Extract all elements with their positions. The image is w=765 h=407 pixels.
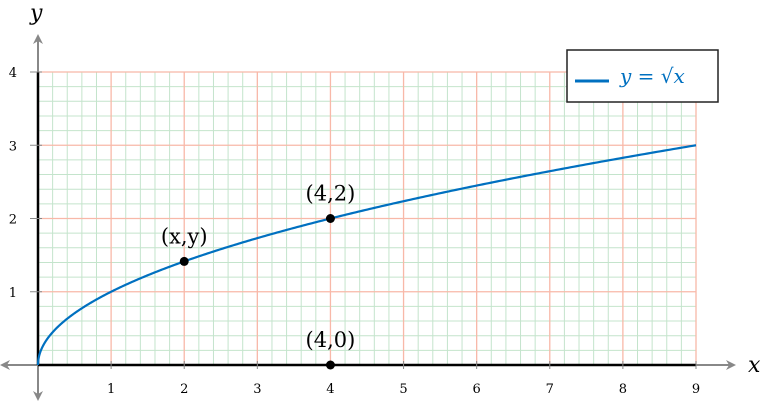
x-tick-label: 2 xyxy=(180,382,188,397)
y-axis-arrowhead xyxy=(33,391,43,401)
legend-entry: y = √x xyxy=(619,64,685,88)
x-tick-label: 4 xyxy=(326,382,334,397)
x-axis-arrowhead xyxy=(0,360,10,370)
x-tick-label: 1 xyxy=(107,382,115,397)
x-tick-label: 7 xyxy=(546,382,554,397)
x-tick-label: 9 xyxy=(692,382,700,397)
data-point xyxy=(325,360,335,370)
y-axis-label: y xyxy=(29,1,43,26)
ticks: 1 2 3 4 5 6 7 8 9 1 2 3 4 xyxy=(9,66,700,397)
data-point-label: (4,2) xyxy=(306,182,356,206)
series xyxy=(36,144,697,365)
y-tick-label: 4 xyxy=(9,66,17,81)
data-point xyxy=(179,256,189,266)
y-axis-arrowhead xyxy=(33,34,43,44)
points: (x,y) (4,2) (4,0) xyxy=(161,182,356,370)
x-tick-label: 6 xyxy=(473,382,481,397)
x-axis-label: x xyxy=(748,353,761,378)
y-tick-label: 3 xyxy=(9,139,17,154)
x-tick-label: 5 xyxy=(399,382,407,397)
series-line-sqrt xyxy=(36,144,697,365)
data-point-label: (4,0) xyxy=(306,328,356,352)
grid xyxy=(37,71,697,366)
legend-box xyxy=(566,49,719,103)
legend: y = √x xyxy=(566,49,719,103)
x-tick-label: 8 xyxy=(619,382,627,397)
y-tick-label: 2 xyxy=(9,213,17,228)
x-tick-label: 3 xyxy=(253,382,261,397)
y-tick-label: 1 xyxy=(9,286,17,301)
data-point-label: (x,y) xyxy=(161,224,208,248)
data-point xyxy=(325,214,335,223)
x-axis-arrowhead xyxy=(726,360,736,370)
